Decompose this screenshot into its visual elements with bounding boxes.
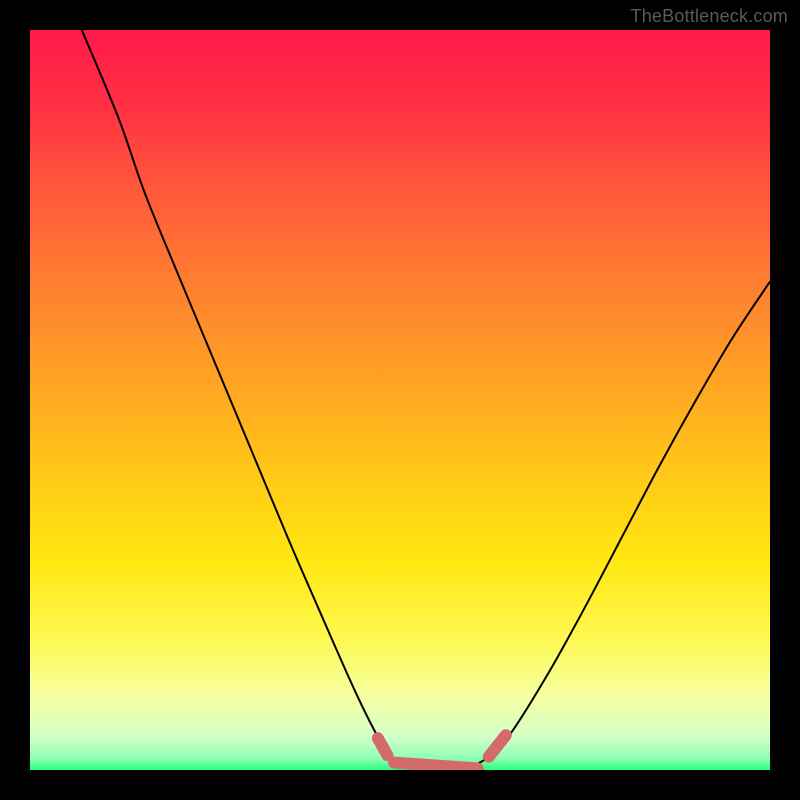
highlight-segment bbox=[378, 738, 388, 755]
highlight-segment bbox=[394, 763, 478, 769]
watermark-label: TheBottleneck.com bbox=[631, 6, 788, 27]
chart-svg bbox=[30, 30, 770, 770]
plot-area bbox=[30, 30, 770, 770]
gradient-background bbox=[30, 30, 770, 770]
chart-container: TheBottleneck.com bbox=[0, 0, 800, 800]
